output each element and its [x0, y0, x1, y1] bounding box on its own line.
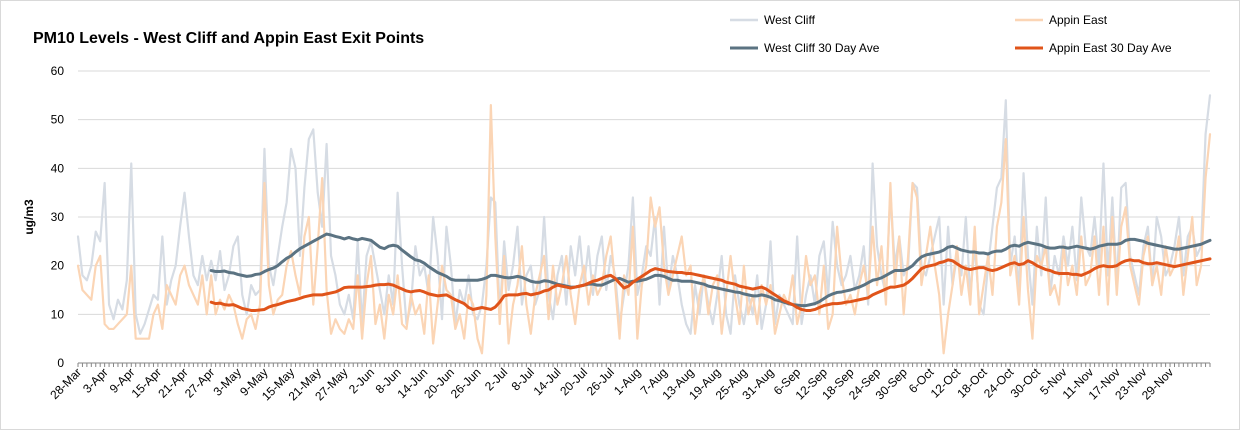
legend-label: Appin East 30 Day Ave — [1049, 41, 1172, 55]
legend-label: West Cliff 30 Day Ave — [764, 41, 880, 55]
series-line — [209, 257, 1212, 312]
y-tick-label: 10 — [51, 307, 65, 321]
chart-title: PM10 Levels - West Cliff and Appin East … — [33, 30, 424, 47]
y-tick-label: 30 — [51, 210, 65, 224]
legend-label: Appin East — [1049, 13, 1108, 27]
y-tick-label: 40 — [51, 161, 65, 175]
y-tick-label: 50 — [51, 113, 65, 127]
y-tick-label: 0 — [57, 356, 64, 370]
y-tick-label: 60 — [51, 64, 65, 78]
series-line — [76, 94, 1212, 335]
y-tick-label: 20 — [51, 259, 65, 273]
legend-label: West Cliff — [764, 13, 816, 27]
y-axis-label: ug/m3 — [22, 199, 36, 235]
series-line — [209, 232, 1212, 308]
